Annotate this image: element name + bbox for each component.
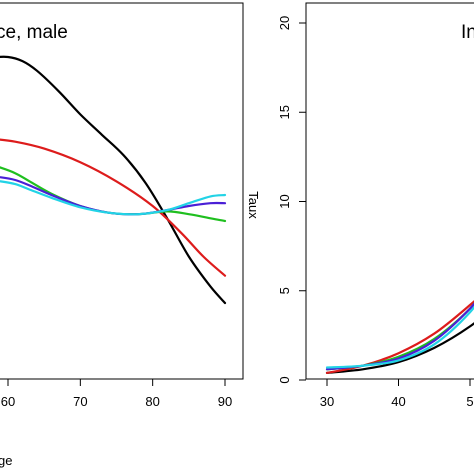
y-tick-label: 20 [277,16,292,30]
x-tick-label: 30 [320,394,334,409]
right-panel: In 30 40 5 0 5 10 15 20 Taux [246,2,474,409]
y-tick-label: 0 [277,376,292,383]
series-line-1 [0,55,227,305]
left-x-ticks: 60 70 80 90 [1,379,232,409]
x-tick-label: 80 [145,394,159,409]
right-panel-title: In [461,22,474,43]
right-x-ticks: 30 40 5 [320,379,474,409]
series-line-4 [0,176,227,216]
x-tick-label: 5 [466,394,473,409]
series-line-1 [325,322,474,374]
left-panel: ce, male 60 70 80 90 ge [0,2,244,468]
series-line-3 [325,302,474,371]
y-tick-label: 15 [277,105,292,119]
left-panel-title: ce, male [0,22,68,43]
x-tick-label: 90 [218,394,232,409]
right-series-group [325,300,474,374]
x-tick-label: 40 [391,394,405,409]
series-line-2 [0,138,227,277]
x-tick-label: 70 [73,394,87,409]
series-line-5 [0,180,227,216]
right-plot-frame [305,2,474,380]
series-line-5 [325,305,474,369]
left-plot-frame [0,2,244,380]
right-y-axis-title: Taux [246,191,261,219]
left-series-group [0,55,227,305]
left-x-axis-title: ge [0,453,12,468]
x-tick-label: 60 [1,394,15,409]
y-tick-label: 10 [277,194,292,208]
y-tick-label: 5 [277,287,292,294]
right-y-ticks: 0 5 10 15 20 [277,16,306,384]
